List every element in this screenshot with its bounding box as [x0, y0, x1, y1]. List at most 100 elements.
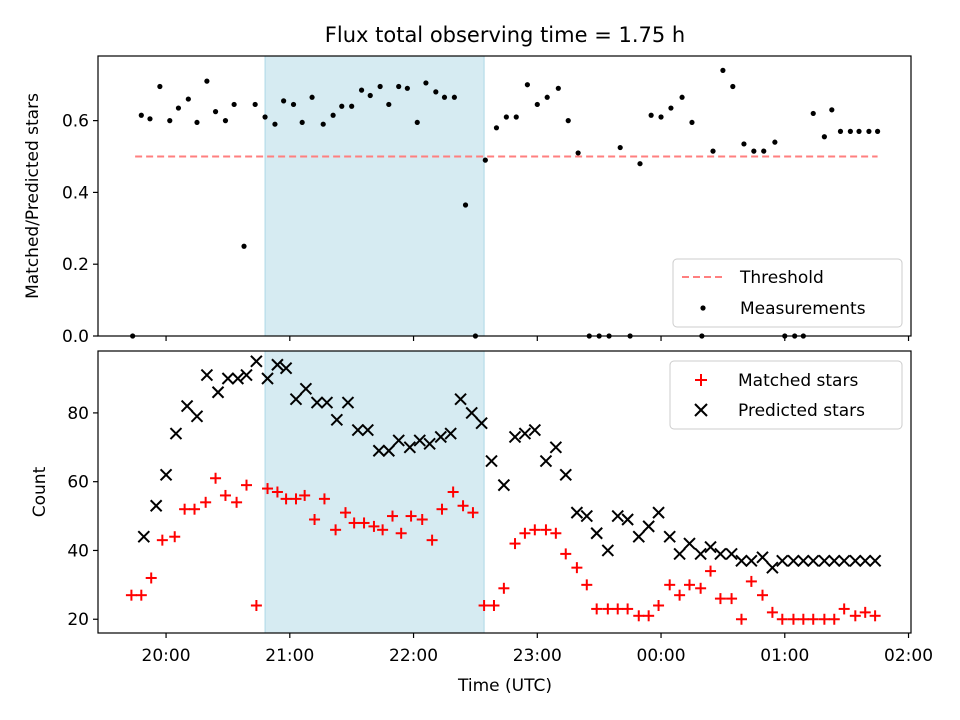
predicted-star-point — [454, 392, 467, 406]
matched-star-point — [358, 517, 370, 529]
top-panel: 0.0 0.2 0.4 0.6 Matched/Predicted stars Thr… — [23, 55, 912, 347]
bottom-panel: 20 40 60 80 20:00 21:00 22:00 23:00 00:00 01:00 0… — [30, 336, 933, 696]
matched-star-point — [348, 517, 360, 529]
matched-star-point — [735, 613, 747, 625]
matched-star-point — [145, 572, 157, 584]
matched-star-point — [231, 496, 243, 508]
measurement-point — [231, 101, 237, 108]
predicted-star-point — [149, 499, 163, 512]
predicted-star-point — [159, 468, 173, 482]
predicted-star-point — [621, 513, 634, 526]
predicted-star-point — [694, 547, 707, 561]
predicted-star-point — [310, 396, 324, 409]
predicted-star-point — [766, 561, 779, 574]
matched-star-point — [571, 562, 583, 574]
matched-star-point — [368, 520, 380, 532]
predicted-star-point — [413, 434, 426, 447]
measurement-point — [874, 128, 881, 134]
predicted-star-point — [330, 413, 344, 426]
matched-star-point — [498, 582, 510, 594]
x-tick-label: 02:00 — [884, 646, 933, 666]
measurement-point — [367, 92, 373, 99]
legend-predicted-label: Predicted stars — [738, 401, 865, 421]
measurement-point — [396, 83, 402, 90]
predicted-star-point — [539, 454, 553, 468]
measurement-point — [493, 125, 500, 131]
measurement-point — [513, 114, 519, 120]
matched-star-point — [156, 534, 168, 546]
measurement-point — [658, 114, 664, 120]
predicted-star-point — [190, 410, 204, 423]
measurement-point — [241, 243, 247, 249]
matched-star-point — [787, 613, 799, 625]
predicted-star-point — [559, 468, 572, 482]
measurement-point — [866, 128, 872, 134]
matched-star-point — [262, 483, 274, 495]
matched-star-point — [695, 582, 707, 594]
predicted-star-point — [299, 382, 313, 396]
predicted-star-point — [859, 554, 872, 567]
bottom-axes-frame — [97, 350, 912, 634]
measurement-point — [730, 83, 736, 90]
matched-star-point — [622, 603, 634, 615]
predicted-star-point — [580, 509, 593, 523]
matched-star-point — [591, 603, 603, 615]
legend-matched-label: Matched stars — [738, 371, 858, 391]
predicted-star-point — [261, 372, 274, 385]
predicted-star-point — [485, 454, 498, 468]
bottom-y-tick-label: 60 — [67, 473, 89, 493]
measurement-point — [377, 83, 383, 90]
predicted-star-point — [351, 423, 365, 437]
measurement-point — [281, 98, 287, 104]
matched-star-point — [179, 503, 191, 515]
top-axes-frame — [97, 55, 912, 337]
measurement-point — [147, 116, 153, 122]
matched-star-point — [189, 503, 201, 515]
predicted-star-point — [434, 430, 447, 444]
predicted-star-point — [787, 554, 800, 567]
measurement-point — [741, 141, 747, 147]
measurement-point — [349, 103, 355, 109]
matched-star-point — [849, 610, 861, 622]
matched-star-point — [643, 610, 655, 622]
measurement-point — [772, 139, 778, 145]
predicted-star-point — [797, 554, 810, 567]
measurement-point — [138, 112, 144, 118]
measurement-point — [837, 128, 844, 134]
measurement-point — [262, 114, 268, 120]
predicted-star-point — [289, 392, 303, 406]
predicted-star-point — [725, 547, 738, 561]
matched-star-point — [664, 579, 676, 591]
predicted-star-point — [549, 441, 563, 454]
predicted-star-point — [735, 554, 748, 567]
measurement-point — [847, 128, 853, 134]
predicted-star-point — [868, 554, 882, 567]
measurement-point — [204, 78, 210, 84]
bottom-y-tick-label: 40 — [67, 541, 89, 561]
measurement-point — [524, 82, 530, 88]
measurement-point — [679, 94, 685, 100]
measurement-point — [810, 110, 816, 117]
measurement-point — [441, 94, 448, 100]
matched-star-point — [509, 538, 521, 550]
predicted-star-point — [211, 386, 225, 399]
top-legend-box — [672, 258, 903, 328]
predicted-star-point — [704, 540, 717, 554]
matched-star-point — [309, 514, 321, 526]
matched-star-point — [726, 593, 738, 605]
predicted-star-point — [279, 361, 293, 375]
measurement-point — [720, 67, 726, 73]
matched-star-point — [135, 589, 147, 601]
measurement-point — [330, 112, 336, 118]
measurement-point — [414, 119, 420, 126]
measurement-point — [503, 114, 509, 120]
predicted-star-point — [250, 355, 263, 368]
measurement-point — [751, 148, 757, 154]
matched-star-point — [529, 524, 541, 536]
predicted-star-point — [392, 434, 405, 447]
predicted-star-point — [756, 551, 769, 564]
predicted-star-point — [372, 444, 386, 457]
top-legend: Threshold Measurements — [672, 258, 903, 328]
matched-star-point — [683, 579, 695, 591]
